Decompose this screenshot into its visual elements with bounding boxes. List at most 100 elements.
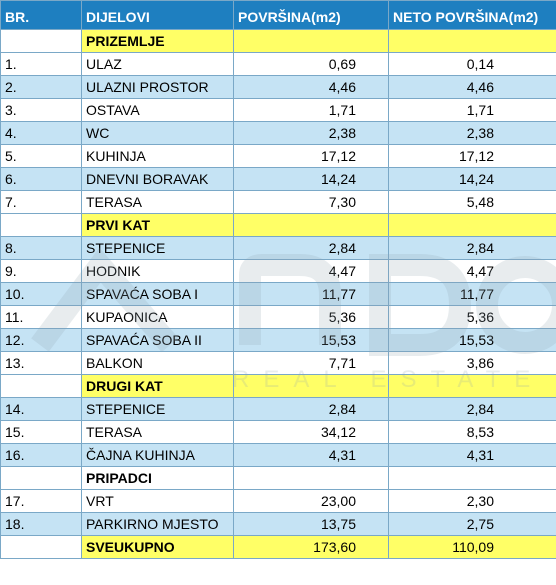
row-area: 5,36 [233, 305, 389, 329]
row-part-name: KUPAONICA [81, 305, 234, 329]
row-part-name: STEPENICE [81, 397, 234, 421]
row-part-name: TERASA [81, 190, 234, 214]
row-number: 17. [0, 489, 82, 513]
total-net-area: 110,09 [388, 535, 556, 559]
section-fill [388, 374, 556, 398]
row-net-area: 2,84 [388, 397, 556, 421]
area-table: BR. DIJELOVI POVRŠINA(m2) NETO POVRŠINA(… [0, 0, 556, 559]
row-area: 34,12 [233, 420, 389, 444]
table-row: 12. SPAVAĆA SOBA II 15,53 15,53 [0, 328, 556, 352]
table-body: PRIZEMLJE 1. ULAZ 0,69 0,14 2. ULAZNI PROSTOR 4… [0, 29, 556, 559]
section-row: PRVI KAT [0, 213, 556, 237]
row-net-area: 4,47 [388, 259, 556, 283]
row-net-area: 17,12 [388, 144, 556, 168]
section-row: PRIPADCI [0, 466, 556, 490]
row-net-area: 4,46 [388, 75, 556, 99]
section-spacer [0, 374, 82, 398]
row-number: 16. [0, 443, 82, 467]
row-net-area: 0,14 [388, 52, 556, 76]
section-title: PRIPADCI [81, 466, 234, 490]
table-row: 10. SPAVAĆA SOBA I 11,77 11,77 [0, 282, 556, 306]
row-number: 14. [0, 397, 82, 421]
row-part-name: ULAZNI PROSTOR [81, 75, 234, 99]
table-row: 2. ULAZNI PROSTOR 4,46 4,46 [0, 75, 556, 99]
row-part-name: ČAJNA KUHINJA [81, 443, 234, 467]
header-parts: DIJELOVI [81, 0, 234, 30]
row-area: 13,75 [233, 512, 389, 536]
row-number: 9. [0, 259, 82, 283]
section-title: PRIZEMLJE [81, 29, 234, 53]
section-title: PRVI KAT [81, 213, 234, 237]
row-number: 12. [0, 328, 82, 352]
table-row: 9. HODNIK 4,47 4,47 [0, 259, 556, 283]
total-spacer [0, 535, 82, 559]
table-row: 8. STEPENICE 2,84 2,84 [0, 236, 556, 260]
table-row: 1. ULAZ 0,69 0,14 [0, 52, 556, 76]
section-fill [233, 374, 389, 398]
section-spacer [0, 213, 82, 237]
row-net-area: 3,86 [388, 351, 556, 375]
header-net-area: NETO POVRŠINA(m2) [388, 0, 556, 30]
row-area: 23,00 [233, 489, 389, 513]
section-fill [233, 466, 389, 490]
row-net-area: 2,84 [388, 236, 556, 260]
section-row: PRIZEMLJE [0, 29, 556, 53]
row-area: 4,46 [233, 75, 389, 99]
row-area: 7,71 [233, 351, 389, 375]
row-number: 5. [0, 144, 82, 168]
row-area: 4,47 [233, 259, 389, 283]
header-row: BR. DIJELOVI POVRŠINA(m2) NETO POVRŠINA(… [0, 0, 556, 30]
row-number: 13. [0, 351, 82, 375]
row-part-name: KUHINJA [81, 144, 234, 168]
row-area: 4,31 [233, 443, 389, 467]
row-part-name: OSTAVA [81, 98, 234, 122]
section-fill [233, 213, 389, 237]
section-fill [388, 213, 556, 237]
row-area: 1,71 [233, 98, 389, 122]
row-net-area: 2,75 [388, 512, 556, 536]
row-number: 6. [0, 167, 82, 191]
total-area: 173,60 [233, 535, 389, 559]
table-row: 6. DNEVNI BORAVAK 14,24 14,24 [0, 167, 556, 191]
row-part-name: PARKIRNO MJESTO [81, 512, 234, 536]
row-net-area: 5,36 [388, 305, 556, 329]
row-part-name: SPAVAĆA SOBA I [81, 282, 234, 306]
table-row: 4. WC 2,38 2,38 [0, 121, 556, 145]
row-net-area: 1,71 [388, 98, 556, 122]
row-net-area: 11,77 [388, 282, 556, 306]
row-net-area: 15,53 [388, 328, 556, 352]
section-fill [388, 466, 556, 490]
section-fill [388, 29, 556, 53]
row-area: 2,38 [233, 121, 389, 145]
row-net-area: 2,38 [388, 121, 556, 145]
row-net-area: 5,48 [388, 190, 556, 214]
row-area: 2,84 [233, 236, 389, 260]
section-fill [233, 29, 389, 53]
row-part-name: SPAVAĆA SOBA II [81, 328, 234, 352]
table-row: 3. OSTAVA 1,71 1,71 [0, 98, 556, 122]
row-number: 2. [0, 75, 82, 99]
row-area: 15,53 [233, 328, 389, 352]
row-area: 14,24 [233, 167, 389, 191]
row-part-name: BALKON [81, 351, 234, 375]
table-row: 15. TERASA 34,12 8,53 [0, 420, 556, 444]
row-area: 2,84 [233, 397, 389, 421]
row-area: 11,77 [233, 282, 389, 306]
table-row: 7. TERASA 7,30 5,48 [0, 190, 556, 214]
row-net-area: 4,31 [388, 443, 556, 467]
table-row: 5. KUHINJA 17,12 17,12 [0, 144, 556, 168]
row-number: 3. [0, 98, 82, 122]
row-part-name: DNEVNI BORAVAK [81, 167, 234, 191]
section-spacer [0, 466, 82, 490]
row-part-name: VRT [81, 489, 234, 513]
row-area: 17,12 [233, 144, 389, 168]
row-net-area: 2,30 [388, 489, 556, 513]
row-number: 8. [0, 236, 82, 260]
row-part-name: TERASA [81, 420, 234, 444]
row-number: 11. [0, 305, 82, 329]
total-row: SVEUKUPNO 173,60 110,09 [0, 535, 556, 559]
row-net-area: 8,53 [388, 420, 556, 444]
section-spacer [0, 29, 82, 53]
section-title: DRUGI KAT [81, 374, 234, 398]
row-number: 7. [0, 190, 82, 214]
